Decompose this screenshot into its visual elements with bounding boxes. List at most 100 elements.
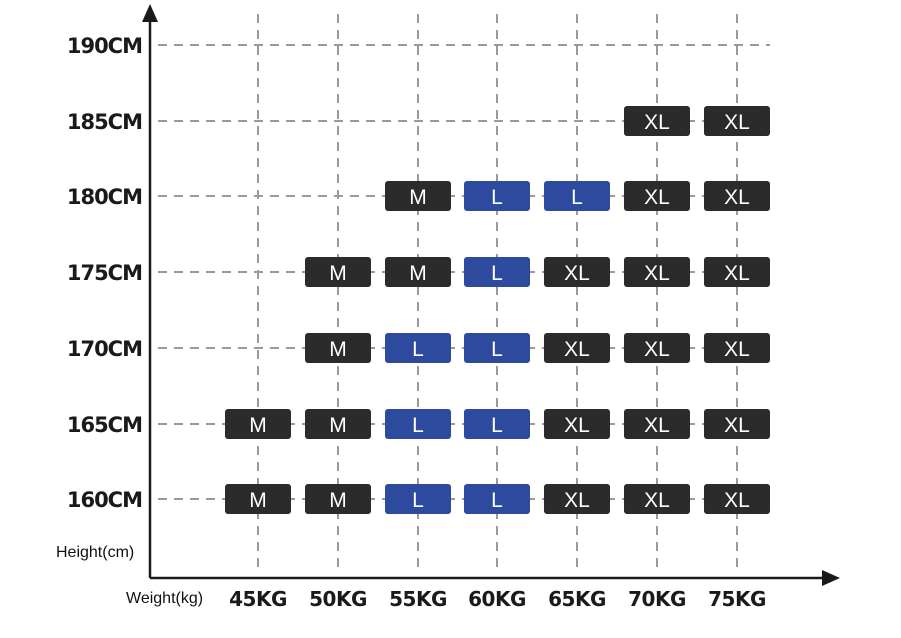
size-cell-box: [464, 257, 530, 287]
size-cell-box: [544, 484, 610, 514]
size-cell: M: [305, 333, 371, 363]
size-cell-box: [385, 333, 451, 363]
size-cell-label: L: [571, 186, 583, 209]
size-cell: L: [464, 484, 530, 514]
size-cell-box: [624, 257, 690, 287]
size-cell-box: [624, 106, 690, 136]
size-cell: XL: [624, 484, 690, 514]
size-cell-label: XL: [644, 338, 670, 361]
size-cell: M: [225, 409, 291, 439]
size-cell-label: M: [409, 186, 427, 209]
size-cell-box: [544, 257, 610, 287]
size-cell: XL: [704, 333, 770, 363]
size-cell-box: [624, 409, 690, 439]
size-cell-box: [464, 181, 530, 211]
size-cell-box: [305, 257, 371, 287]
size-cell-label: XL: [724, 338, 750, 361]
size-cell-label: XL: [644, 186, 670, 209]
size-cell-label: M: [329, 414, 347, 437]
size-cell-label: M: [329, 262, 347, 285]
size-cell: XL: [624, 257, 690, 287]
y-tick-label: 190CM: [67, 34, 142, 58]
x-axis-arrow: [822, 570, 840, 586]
size-cell-label: XL: [564, 338, 590, 361]
size-cell: XL: [544, 333, 610, 363]
x-tick-label: 55KG: [389, 587, 447, 611]
size-cell-label: XL: [724, 111, 750, 134]
axes: [142, 4, 840, 586]
y-tick-labels: 190CM 185CM 180CM 175CM 170CM 165CM 160CM: [67, 34, 143, 512]
size-cell-box: [464, 409, 530, 439]
size-cell-box: [464, 484, 530, 514]
y-tick-label: 170CM: [67, 337, 142, 361]
size-cell-label: M: [329, 338, 347, 361]
size-cell: L: [385, 409, 451, 439]
size-cell-label: XL: [724, 414, 750, 437]
size-cell: XL: [544, 257, 610, 287]
size-cells: XL XL M L L XL XL M M L XL XL XL M L L XL XL XL M M L L XL XL XL M…: [225, 106, 770, 514]
size-cell-label: XL: [564, 489, 590, 512]
size-cell-label: M: [249, 489, 267, 512]
size-cell-label: L: [491, 338, 503, 361]
size-cell-box: [704, 333, 770, 363]
size-cell-label: XL: [724, 489, 750, 512]
size-cell-box: [544, 333, 610, 363]
size-cell-box: [305, 484, 371, 514]
size-cell: L: [385, 333, 451, 363]
size-cell: M: [385, 257, 451, 287]
y-tick-label: 185CM: [67, 110, 142, 134]
size-cell-label: XL: [564, 262, 590, 285]
size-cell: M: [305, 409, 371, 439]
size-cell-box: [704, 484, 770, 514]
x-tick-label: 60KG: [468, 587, 526, 611]
size-cell: M: [305, 257, 371, 287]
x-tick-label: 50KG: [309, 587, 367, 611]
size-cell-label: M: [249, 414, 267, 437]
size-cell-label: XL: [644, 111, 670, 134]
size-cell: XL: [704, 181, 770, 211]
size-cell: M: [385, 181, 451, 211]
size-cell: XL: [704, 106, 770, 136]
x-tick-label: 45KG: [229, 587, 287, 611]
size-cell: L: [464, 257, 530, 287]
size-cell-label: L: [412, 489, 424, 512]
size-cell: XL: [624, 409, 690, 439]
size-cell: L: [464, 409, 530, 439]
size-cell-label: XL: [644, 262, 670, 285]
size-cell-box: [624, 181, 690, 211]
size-cell: L: [464, 333, 530, 363]
size-cell: XL: [544, 484, 610, 514]
size-cell-box: [704, 106, 770, 136]
size-cell: XL: [624, 181, 690, 211]
size-cell: XL: [544, 409, 610, 439]
size-cell-box: [624, 484, 690, 514]
size-cell: XL: [624, 106, 690, 136]
size-cell-label: XL: [564, 414, 590, 437]
size-cell-box: [704, 257, 770, 287]
size-cell-label: L: [412, 338, 424, 361]
x-tick-label: 75KG: [708, 587, 766, 611]
y-axis-arrow: [142, 4, 158, 22]
size-cell: L: [385, 484, 451, 514]
size-cell: XL: [704, 409, 770, 439]
size-cell-box: [225, 409, 291, 439]
y-axis-title: Height(cm): [56, 544, 134, 561]
size-cell-label: XL: [724, 186, 750, 209]
size-cell-box: [544, 409, 610, 439]
size-cell-label: XL: [644, 414, 670, 437]
size-cell-label: XL: [644, 489, 670, 512]
size-cell: XL: [704, 257, 770, 287]
size-cell-box: [544, 181, 610, 211]
size-cell-box: [704, 181, 770, 211]
x-tick-labels: 45KG 50KG 55KG 60KG 65KG 70KG 75KG: [229, 587, 766, 611]
size-cell-label: L: [491, 186, 503, 209]
y-tick-label: 165CM: [67, 413, 142, 437]
size-cell-box: [225, 484, 291, 514]
size-cell-label: L: [412, 414, 424, 437]
size-cell-label: L: [491, 489, 503, 512]
size-cell-box: [385, 484, 451, 514]
size-cell-box: [305, 409, 371, 439]
size-cell: L: [544, 181, 610, 211]
size-cell-box: [305, 333, 371, 363]
